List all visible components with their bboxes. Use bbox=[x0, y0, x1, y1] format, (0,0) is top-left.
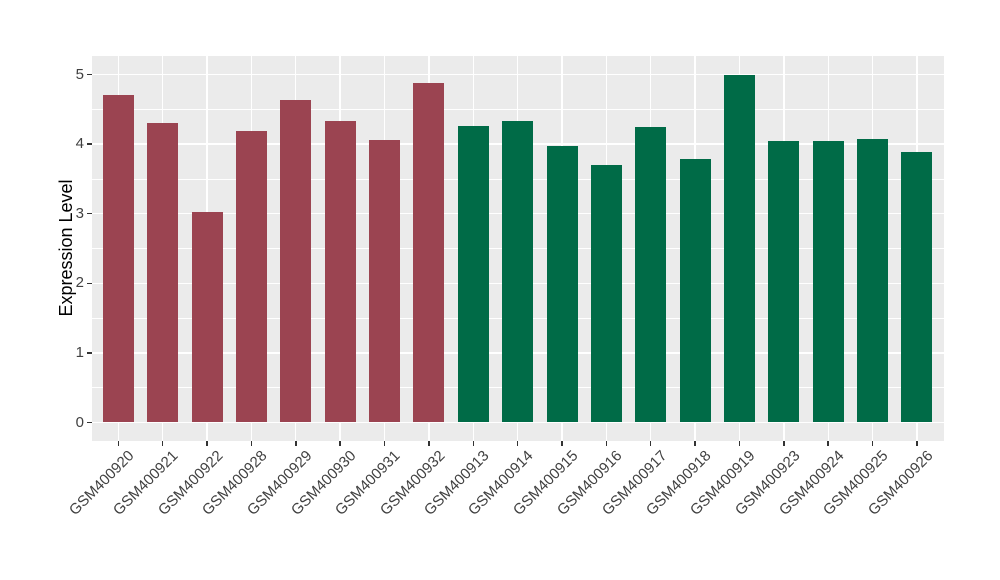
bar-GSM400921 bbox=[147, 123, 179, 423]
x-tick-mark bbox=[827, 441, 829, 446]
y-tick-mark bbox=[87, 282, 92, 285]
x-tick-mark bbox=[117, 441, 120, 446]
bar-GSM400931 bbox=[369, 139, 401, 423]
x-tick-mark bbox=[339, 441, 341, 446]
x-tick-mark bbox=[916, 441, 918, 446]
y-tick-label: 2 bbox=[75, 274, 84, 292]
bar-GSM400913 bbox=[457, 126, 489, 423]
bar-GSM400923 bbox=[768, 141, 800, 423]
x-tick-mark bbox=[738, 441, 741, 446]
y-tick-mark bbox=[87, 73, 92, 76]
y-tick-label: 5 bbox=[75, 65, 84, 83]
bar-GSM400926 bbox=[901, 152, 933, 423]
bar-GSM400919 bbox=[723, 75, 755, 423]
x-tick-mark bbox=[605, 441, 608, 446]
bar-GSM400918 bbox=[679, 158, 711, 423]
x-tick-mark bbox=[383, 441, 386, 446]
bar-GSM400920 bbox=[102, 95, 134, 423]
x-tick-mark bbox=[871, 441, 874, 446]
x-tick-mark bbox=[472, 441, 474, 446]
y-tick-label: 3 bbox=[75, 204, 84, 222]
x-tick-mark bbox=[561, 441, 563, 446]
bar-GSM400932 bbox=[413, 82, 445, 423]
bar-GSM400930 bbox=[324, 121, 356, 423]
x-tick-mark bbox=[649, 441, 652, 446]
bar-GSM400924 bbox=[812, 140, 844, 423]
x-tick-mark bbox=[694, 441, 696, 446]
plot-panel bbox=[92, 56, 944, 441]
bar-GSM400922 bbox=[191, 212, 223, 423]
bar-GSM400916 bbox=[590, 164, 622, 423]
y-tick-mark bbox=[87, 212, 92, 215]
bar-GSM400915 bbox=[546, 146, 578, 423]
x-tick-mark bbox=[206, 441, 208, 446]
bar-GSM400929 bbox=[280, 99, 312, 423]
y-tick-mark bbox=[87, 143, 92, 145]
bar-GSM400928 bbox=[235, 130, 267, 423]
x-tick-mark bbox=[516, 441, 519, 446]
x-tick-mark bbox=[161, 441, 164, 446]
bar-GSM400914 bbox=[502, 121, 534, 423]
bar-GSM400917 bbox=[635, 126, 667, 423]
y-tick-mark bbox=[87, 421, 92, 424]
x-tick-mark bbox=[783, 441, 785, 446]
bar-GSM400925 bbox=[857, 138, 889, 423]
x-tick-mark bbox=[295, 441, 297, 446]
y-tick-label: 0 bbox=[75, 413, 84, 431]
y-tick-label: 4 bbox=[75, 135, 84, 153]
y-tick-label: 1 bbox=[75, 343, 84, 361]
x-tick-mark bbox=[250, 441, 253, 446]
x-tick-mark bbox=[428, 441, 430, 446]
y-tick-mark bbox=[87, 352, 92, 354]
